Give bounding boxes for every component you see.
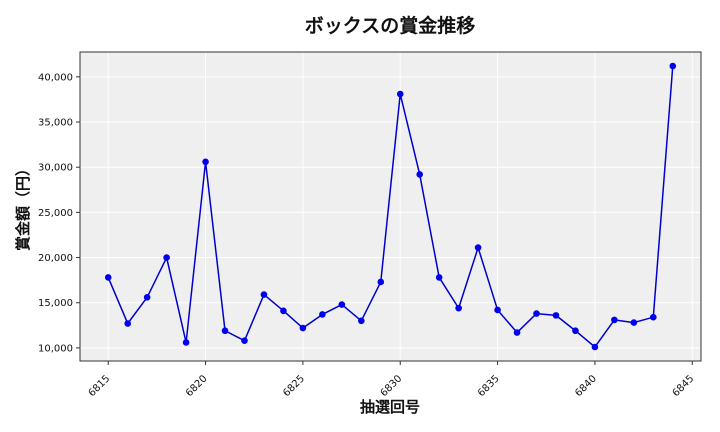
x-tick-label: 6820 <box>184 373 210 399</box>
chart-title: ボックスの賞金推移 <box>305 14 475 37</box>
data-point <box>572 327 579 335</box>
y-tick-label: 35,000 <box>38 118 73 129</box>
data-point <box>357 317 365 325</box>
x-axis-label: 抽選回号 <box>360 398 420 416</box>
x-tick-label: 6845 <box>671 373 697 399</box>
data-point <box>552 312 560 319</box>
y-tick-label: 40,000 <box>38 72 73 83</box>
data-point <box>202 158 209 166</box>
x-tick-label: 6835 <box>476 373 502 399</box>
data-point <box>611 316 618 324</box>
data-point <box>416 171 424 178</box>
data-point <box>221 327 229 335</box>
x-tick-label: 6825 <box>281 373 307 399</box>
data-point <box>241 337 248 344</box>
data-point <box>104 274 112 281</box>
data-point <box>513 329 521 336</box>
data-point <box>669 62 677 70</box>
y-tick-label: 20,000 <box>38 253 73 264</box>
data-point <box>163 254 170 261</box>
series-layer <box>104 62 677 351</box>
series-line <box>107 65 674 348</box>
plot-background <box>80 52 701 361</box>
data-point <box>396 90 404 98</box>
y-axis-label: 賞金額（円） <box>14 161 32 251</box>
data-point <box>474 244 482 251</box>
data-point <box>630 319 638 326</box>
data-point <box>182 339 190 346</box>
data-point <box>377 278 385 286</box>
data-point <box>299 324 307 332</box>
data-point <box>338 301 346 308</box>
data-point <box>650 313 657 321</box>
y-tick-label: 15,000 <box>38 298 73 309</box>
data-point <box>494 306 501 314</box>
data-point <box>319 311 326 318</box>
data-point <box>455 304 462 312</box>
data-point <box>435 274 443 281</box>
y-tick-label: 25,000 <box>38 208 73 219</box>
data-point <box>143 294 151 301</box>
data-point <box>591 343 599 351</box>
data-point <box>260 291 268 298</box>
x-tick-label: 6830 <box>379 373 405 399</box>
data-point <box>280 307 287 315</box>
y-tick-label: 10,000 <box>38 343 73 354</box>
y-tick-label: 30,000 <box>38 163 73 174</box>
plot-frame <box>79 51 702 362</box>
x-tick-label: 6815 <box>87 373 113 399</box>
grid <box>80 52 701 361</box>
data-point <box>124 320 131 327</box>
data-point <box>533 310 540 317</box>
x-tick-label: 6840 <box>573 373 599 399</box>
